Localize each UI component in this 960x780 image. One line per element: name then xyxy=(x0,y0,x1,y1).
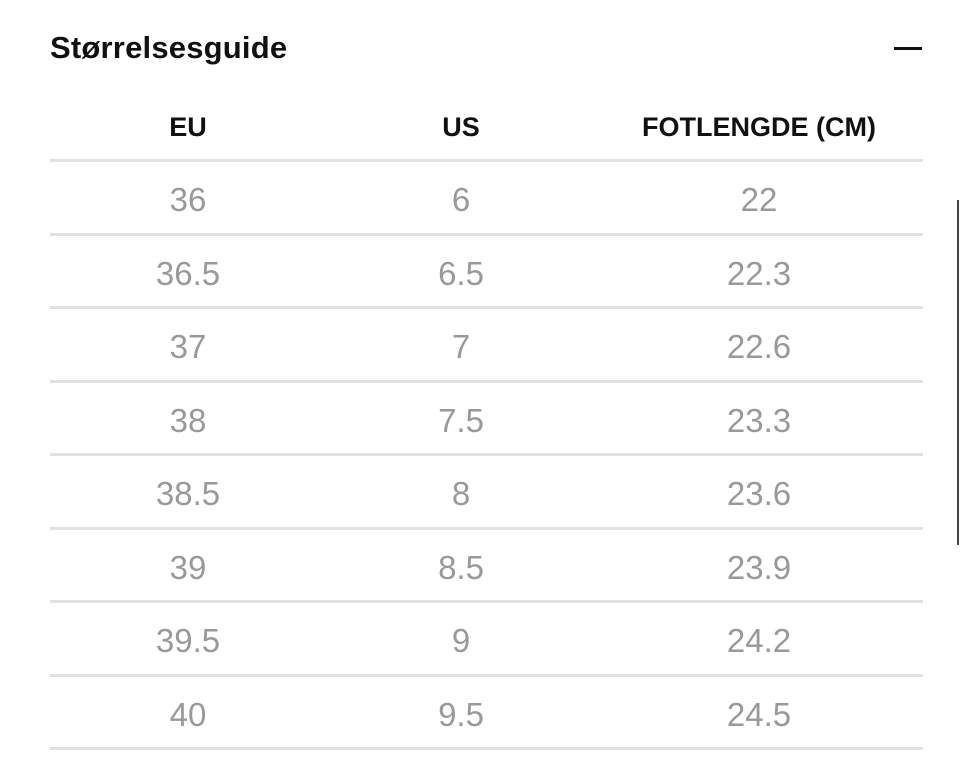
table-cell: 39 xyxy=(169,548,207,586)
section-title: Størrelsesguide xyxy=(50,30,288,65)
table-cell: 8.5 xyxy=(438,548,484,586)
header-divider xyxy=(50,159,923,162)
table-cell: 6.5 xyxy=(438,254,484,292)
row-divider xyxy=(50,526,923,530)
row-divider xyxy=(50,600,923,603)
row-divider xyxy=(50,747,923,750)
table-cell: 9 xyxy=(451,622,471,659)
table-cell: 23.9 xyxy=(726,548,792,586)
table-cell: 9.5 xyxy=(438,695,484,733)
table-cell: 24.5 xyxy=(726,695,792,733)
table-cell: 23.6 xyxy=(726,475,792,512)
table-cell: 24.2 xyxy=(726,622,792,659)
table-cell: 37 xyxy=(169,328,207,365)
column-header: US xyxy=(442,112,480,142)
row-divider xyxy=(50,232,923,236)
table-cell: 6 xyxy=(451,181,471,218)
row-divider xyxy=(50,673,923,677)
table-cell: 22 xyxy=(740,181,778,218)
table-cell: 7.5 xyxy=(438,401,484,439)
table-cell: 23.3 xyxy=(726,401,792,439)
table-cell: 38.5 xyxy=(155,475,221,512)
table-cell: 8 xyxy=(451,475,471,512)
column-header: FOTLENGDE (CM) xyxy=(642,112,876,142)
row-divider xyxy=(50,453,923,456)
table-cell: 39.5 xyxy=(155,622,221,659)
column-header: EU xyxy=(169,112,207,142)
row-divider xyxy=(50,379,923,383)
table-cell: 36.5 xyxy=(155,254,221,292)
table-cell: 40 xyxy=(169,695,207,733)
scrollbar xyxy=(957,200,959,545)
table-cell: 7 xyxy=(451,328,471,365)
table-cell: 22.6 xyxy=(726,328,792,365)
collapse-button[interactable] xyxy=(894,47,922,50)
table-cell: 36 xyxy=(169,181,207,218)
table-cell: 38 xyxy=(169,401,207,439)
table-cell: 22.3 xyxy=(726,254,792,292)
row-divider xyxy=(50,306,923,309)
